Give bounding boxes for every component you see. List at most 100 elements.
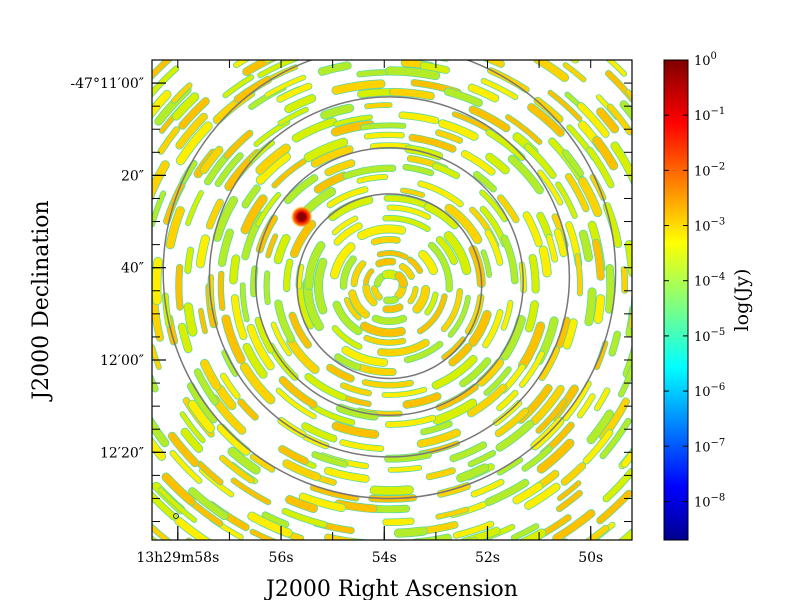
noise-band xyxy=(636,58,661,86)
noise-band xyxy=(435,130,463,144)
noise-band xyxy=(551,18,578,35)
noise-band xyxy=(133,387,148,417)
noise-band-outline xyxy=(315,539,321,540)
noise-band xyxy=(777,264,778,283)
noise-band xyxy=(54,185,61,211)
colorbar-tick-label: 10−5 xyxy=(694,327,725,345)
noise-band xyxy=(748,330,753,357)
noise-band xyxy=(694,355,702,381)
noise-band-outline xyxy=(123,569,155,594)
noise-band xyxy=(600,418,631,459)
x-tick-label: 50s xyxy=(578,550,603,566)
noise-band xyxy=(334,223,362,245)
noise-band-outline xyxy=(568,18,587,30)
noise-band xyxy=(176,122,212,165)
noise-band-outline xyxy=(57,310,59,330)
noise-band xyxy=(161,0,194,11)
noise-band xyxy=(74,464,97,497)
noise-band xyxy=(626,305,632,337)
noise-band xyxy=(52,446,69,475)
noise-band-outline xyxy=(639,291,644,332)
noise-band xyxy=(508,155,544,194)
noise-band xyxy=(144,2,172,24)
noise-band xyxy=(554,229,567,257)
noise-band xyxy=(333,41,367,46)
noise-band xyxy=(57,310,59,330)
x-tick-label: 54s xyxy=(372,550,397,566)
noise-band xyxy=(755,250,757,278)
noise-band xyxy=(200,146,223,174)
noise-band xyxy=(497,0,536,11)
noise-band xyxy=(17,331,21,353)
noise-band xyxy=(641,471,659,493)
noise-band xyxy=(22,432,38,465)
noise-band-outline xyxy=(631,20,662,49)
noise-band xyxy=(296,264,304,289)
noise-band-outline xyxy=(91,21,118,49)
noise-band xyxy=(179,97,210,129)
noise-band xyxy=(505,114,542,145)
noise-band xyxy=(222,350,238,377)
noise-band xyxy=(181,428,203,453)
noise-band xyxy=(146,39,162,53)
noise-band xyxy=(418,181,463,207)
noise-band xyxy=(743,428,762,466)
noise-band-outline xyxy=(80,293,83,326)
noise-band-outline xyxy=(3,310,8,350)
noise-band xyxy=(563,319,577,349)
noise-band-outline xyxy=(586,589,615,600)
noise-band xyxy=(522,446,552,471)
noise-band-outline xyxy=(639,93,661,122)
noise-band xyxy=(89,306,91,325)
noise-band xyxy=(645,134,662,164)
noise-band xyxy=(344,297,361,320)
noise-band-outline xyxy=(113,109,124,125)
noise-band xyxy=(639,93,661,122)
noise-band xyxy=(75,386,89,421)
noise-band xyxy=(557,481,581,501)
noise-band xyxy=(60,152,73,186)
noise-band xyxy=(305,552,338,560)
noise-band xyxy=(469,310,491,347)
noise-band-outline xyxy=(23,285,24,306)
noise-band-outline xyxy=(80,242,83,284)
noise-band-outline xyxy=(449,14,472,20)
noise-band xyxy=(310,485,359,501)
noise-band xyxy=(377,339,429,356)
noise-band-outline xyxy=(354,50,380,52)
noise-band xyxy=(735,378,741,397)
noise-band xyxy=(605,264,614,313)
noise-band xyxy=(377,250,408,260)
noise-band xyxy=(271,322,292,356)
noise-band xyxy=(403,164,434,176)
noise-band-outline xyxy=(183,588,222,600)
noise-band xyxy=(631,20,662,49)
noise-band xyxy=(15,154,25,182)
noise-band xyxy=(132,302,138,342)
noise-band xyxy=(561,462,586,485)
noise-band xyxy=(720,456,735,481)
noise-band xyxy=(468,450,496,467)
noise-band-outline xyxy=(223,563,256,579)
noise-band xyxy=(262,512,289,527)
noise-band xyxy=(715,339,719,360)
noise-band-outline xyxy=(300,562,325,568)
noise-band-outline xyxy=(693,69,717,104)
noise-band-outline xyxy=(773,149,784,181)
noise-band xyxy=(304,138,348,162)
noise-band-outline xyxy=(30,133,46,170)
noise-band xyxy=(437,482,471,497)
noise-band xyxy=(708,401,725,440)
noise-band xyxy=(196,235,210,268)
noise-band-outline xyxy=(98,97,120,131)
noise-band-outline xyxy=(52,446,69,475)
noise-band xyxy=(791,334,797,368)
noise-band xyxy=(497,195,519,223)
noise-band xyxy=(384,296,398,304)
noise-band-outline xyxy=(795,218,800,261)
noise-band-outline xyxy=(114,580,131,594)
noise-band xyxy=(228,447,260,474)
noise-band xyxy=(641,235,645,257)
noise-band xyxy=(111,258,113,302)
